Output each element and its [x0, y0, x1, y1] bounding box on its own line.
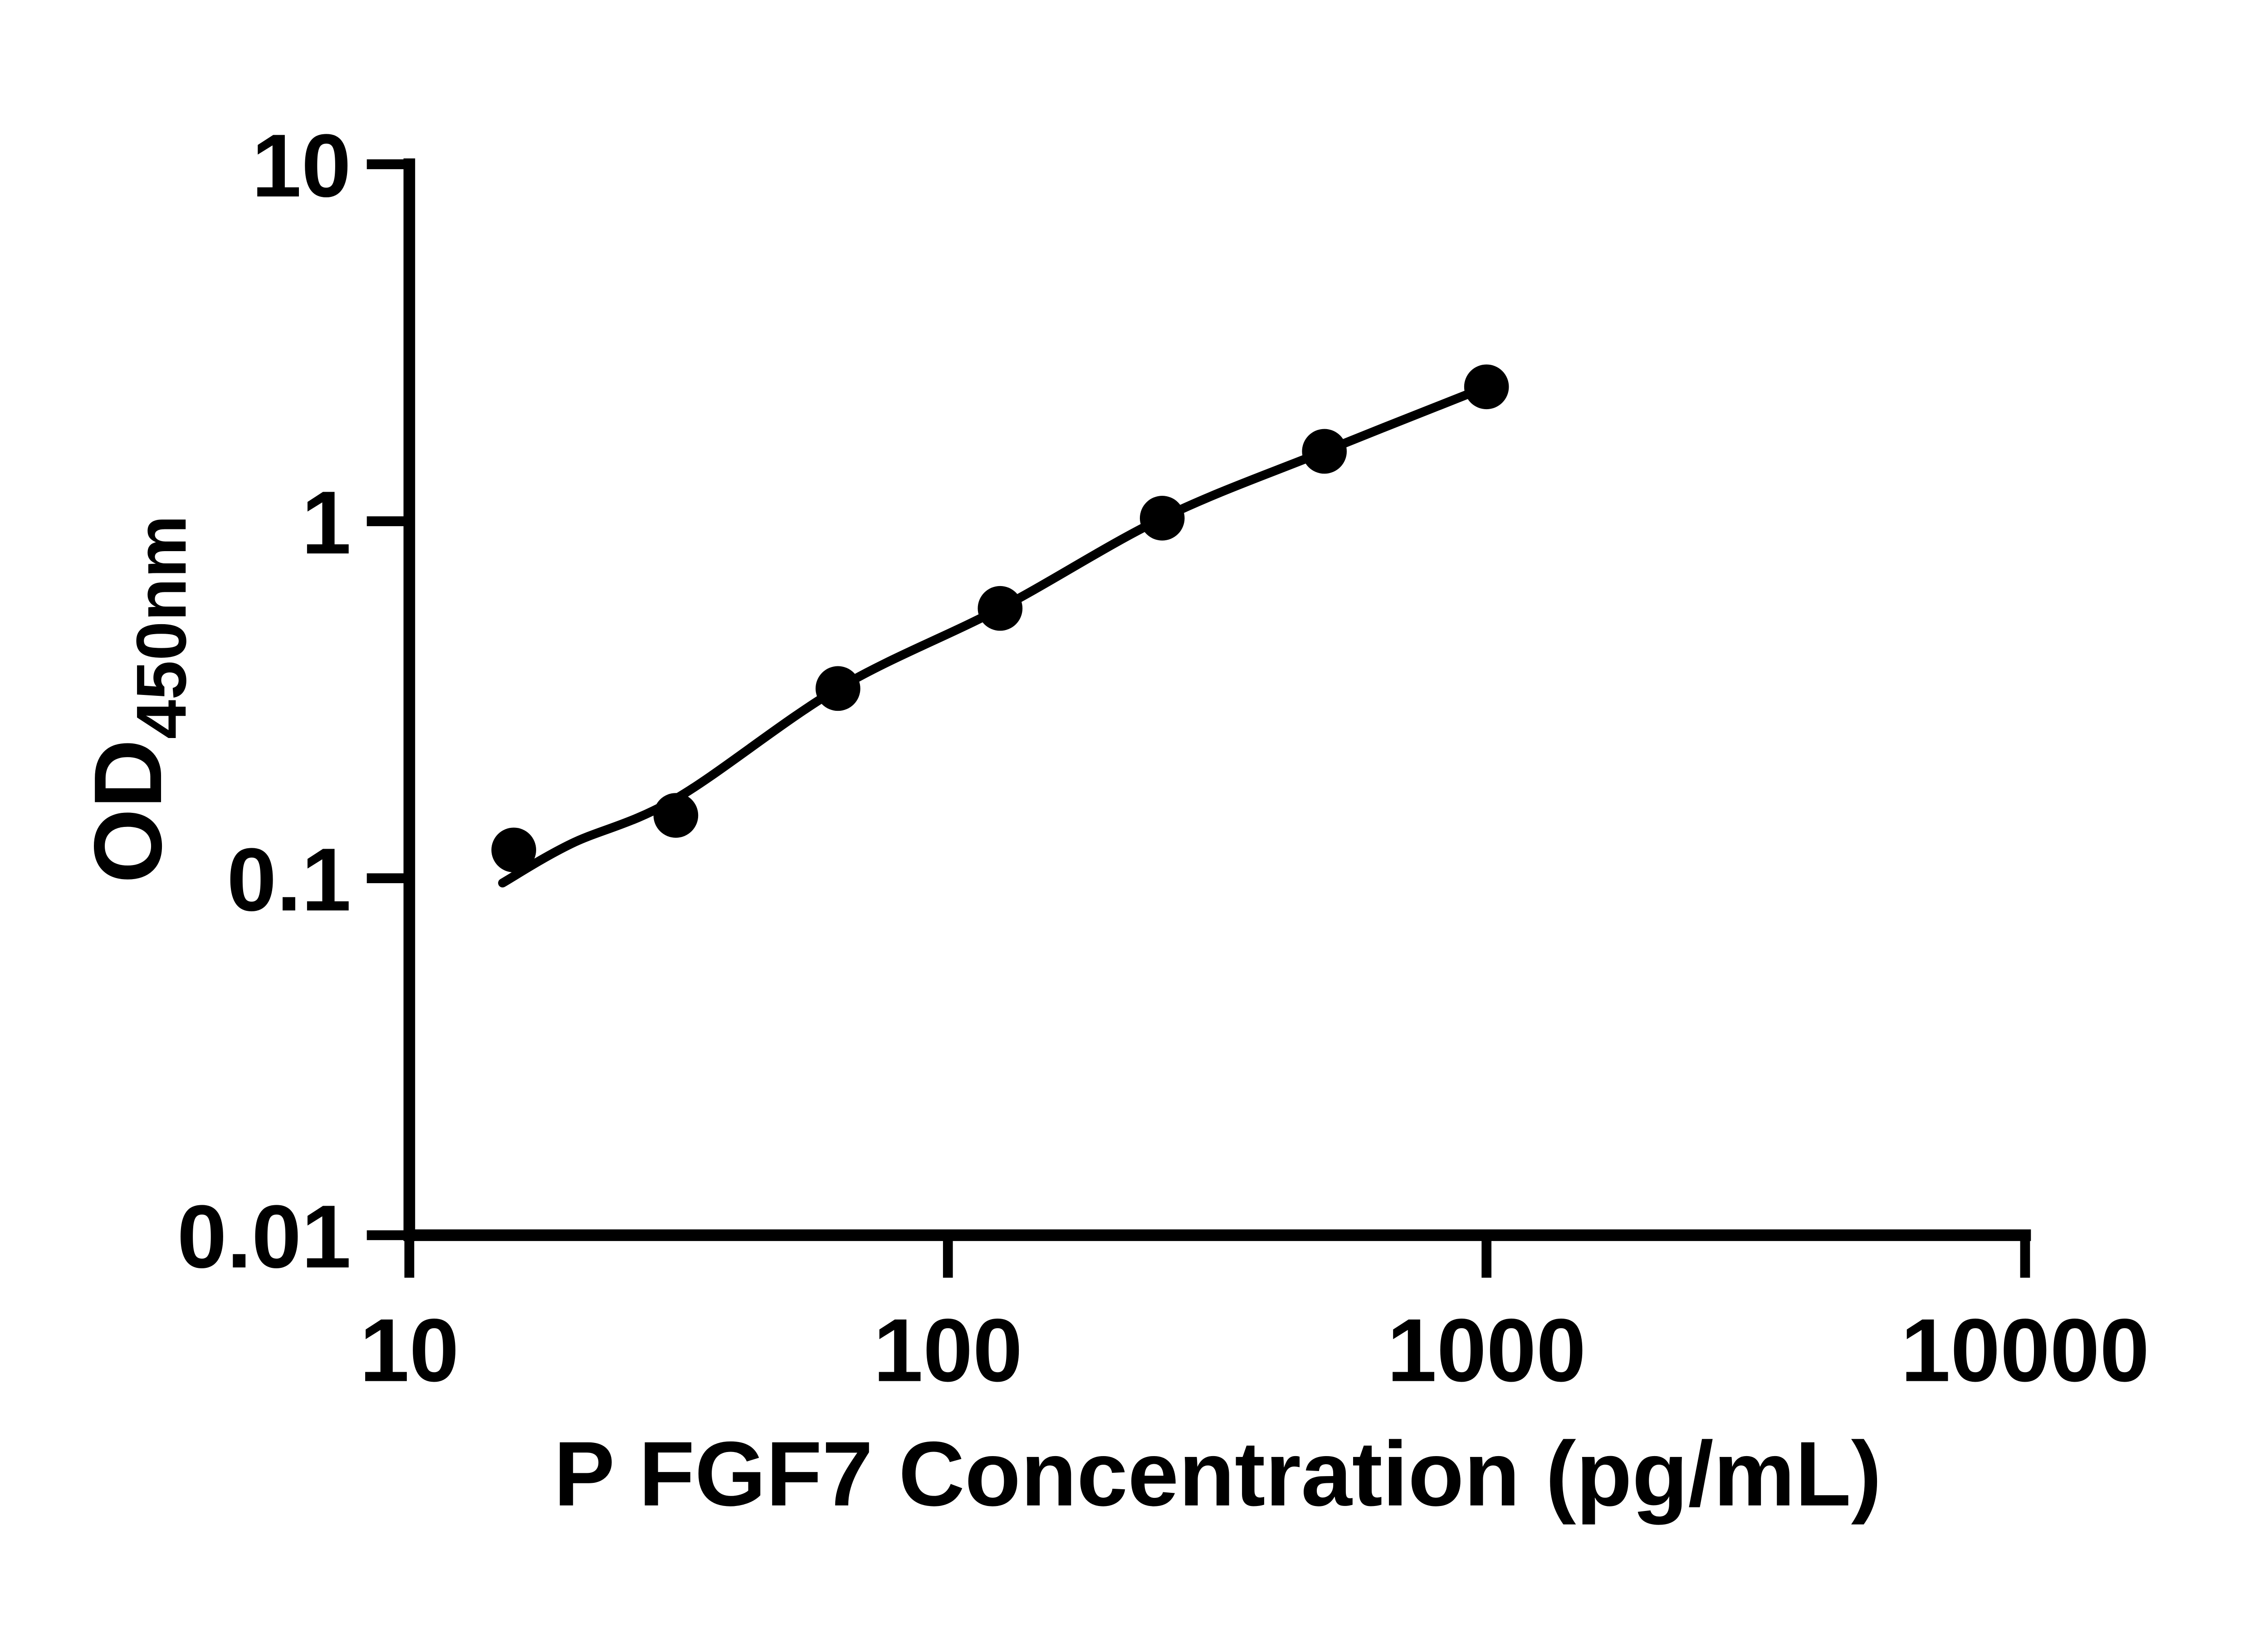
- x-tick-label: 10000: [1901, 1300, 2149, 1400]
- x-tick-label: 100: [873, 1300, 1022, 1400]
- y-axis-title: OD450nm: [74, 515, 201, 884]
- y-tick-label: 0.1: [227, 829, 351, 929]
- x-axis-ticks: 10 100 1000 10000: [360, 1235, 2150, 1400]
- x-tick-label: 10: [360, 1300, 459, 1400]
- y-tick-label: 0.01: [177, 1186, 351, 1286]
- y-tick-label: 10: [252, 115, 351, 215]
- y-axis-title-main: OD: [74, 739, 181, 883]
- data-point-marker: [653, 793, 699, 838]
- x-axis-title: P FGF7 Concentration (pg/mL): [554, 1423, 1882, 1525]
- chart-background: [0, 11, 2268, 1622]
- data-point-marker: [1139, 495, 1185, 541]
- x-tick-label: 1000: [1387, 1300, 1586, 1400]
- plot-area: [491, 364, 1509, 888]
- axes: [403, 158, 2031, 1241]
- data-point-marker: [978, 586, 1023, 631]
- data-point-marker: [1464, 364, 1509, 410]
- y-axis-title-subscript: 450nm: [122, 515, 201, 739]
- y-tick-label: 1: [301, 472, 351, 572]
- data-point-marker: [491, 827, 536, 873]
- data-points: [491, 364, 1509, 873]
- data-point-marker: [1302, 429, 1347, 474]
- data-point-marker: [816, 666, 860, 711]
- y-axis-ticks: 0.01 0.1 1 10: [177, 115, 410, 1286]
